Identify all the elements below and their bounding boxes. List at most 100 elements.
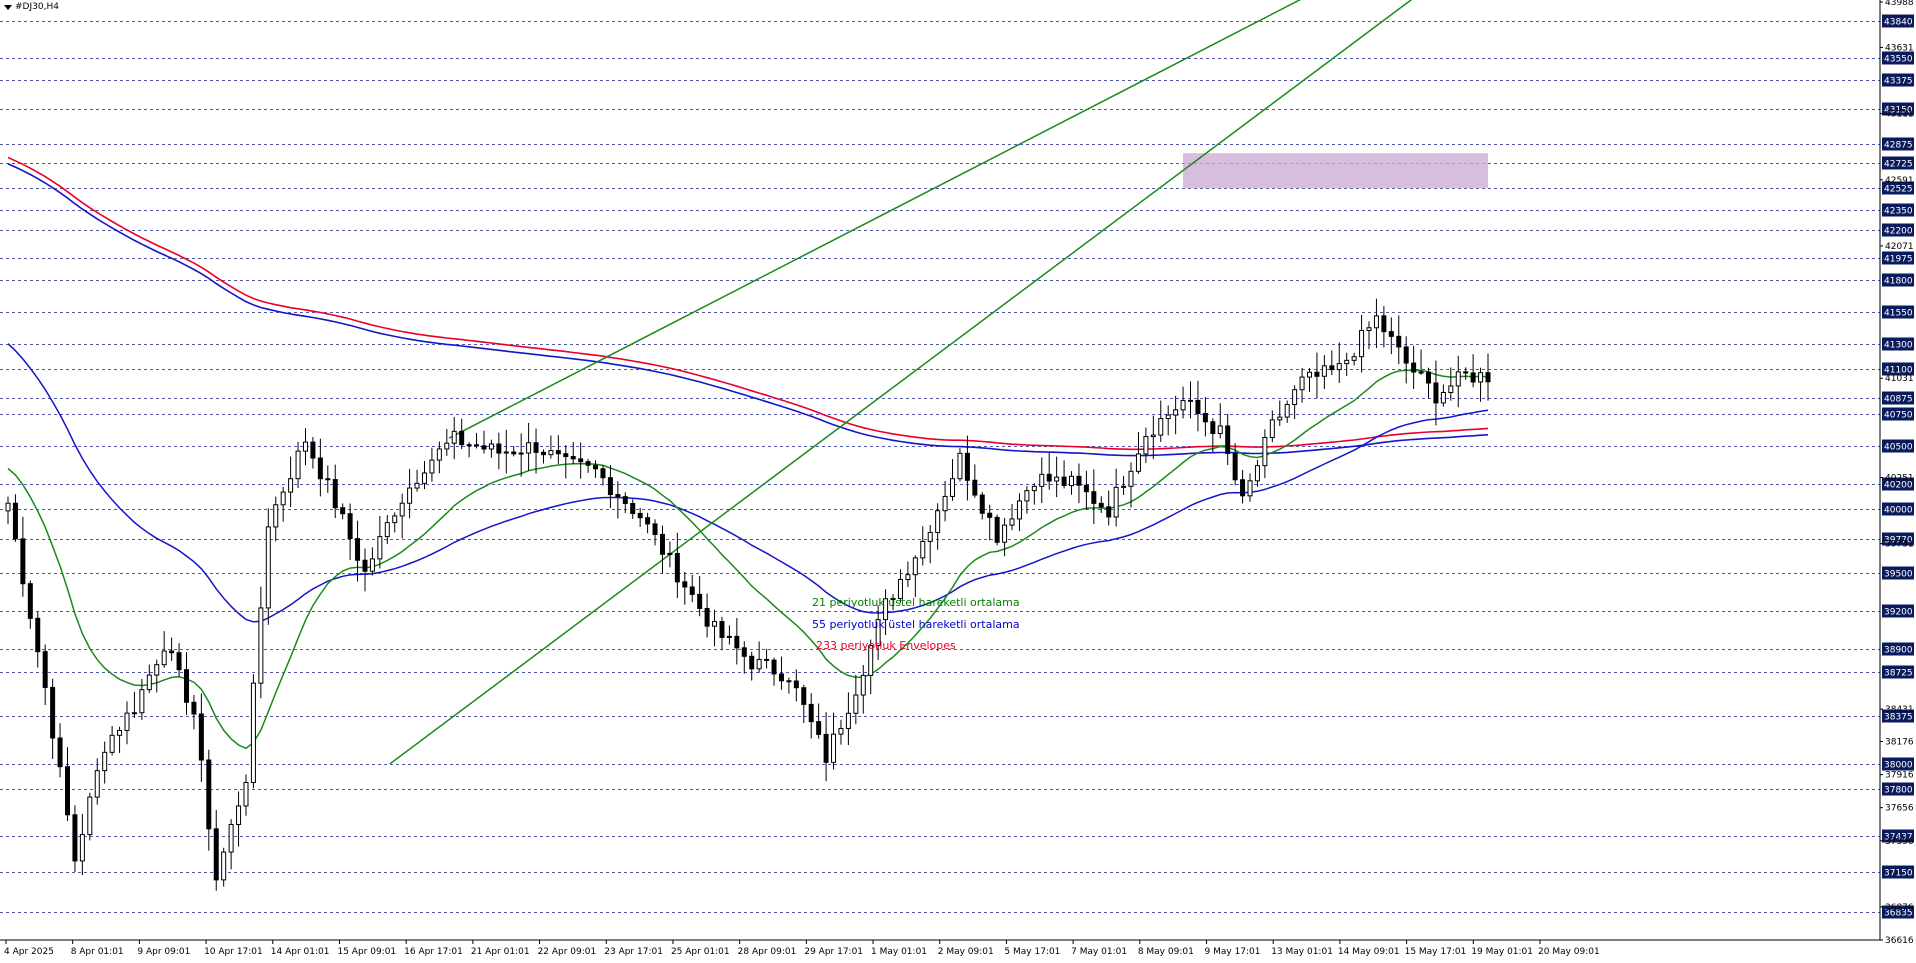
price-tick-label: 43988 bbox=[1885, 0, 1914, 8]
candle-body bbox=[1165, 414, 1171, 420]
time-label: 14 May 09:01 bbox=[1338, 947, 1400, 957]
channel-upper-line bbox=[448, 0, 1302, 439]
candle-body bbox=[146, 674, 152, 691]
candle-body bbox=[362, 559, 368, 572]
candle-body bbox=[377, 536, 383, 560]
candle-body bbox=[1195, 399, 1201, 414]
candle-body bbox=[221, 851, 227, 881]
price-label-bg bbox=[1882, 337, 1914, 351]
candle-body bbox=[421, 472, 427, 484]
candle-body bbox=[72, 814, 78, 862]
candle-body bbox=[258, 607, 264, 684]
candle-body bbox=[236, 805, 242, 825]
price-label-bg bbox=[1882, 73, 1914, 87]
symbol-label[interactable]: #DJ30,H4 bbox=[4, 2, 59, 12]
legend-ema21-text: 21 periyotluk üstel hareketli ortalama bbox=[812, 596, 1020, 609]
candle-body bbox=[332, 479, 338, 509]
price-tick-label: 43111 bbox=[1885, 110, 1914, 120]
candle-body bbox=[87, 796, 93, 836]
time-label: 8 May 09:01 bbox=[1138, 947, 1194, 957]
price-tick-label: 40251 bbox=[1885, 473, 1914, 483]
candle-body bbox=[355, 538, 361, 561]
candle-body bbox=[808, 703, 814, 723]
candle-body bbox=[994, 516, 1000, 543]
time-label: 20 May 09:01 bbox=[1538, 947, 1600, 957]
time-label: 4 Apr 2025 bbox=[4, 947, 54, 957]
candle-body bbox=[117, 729, 123, 736]
candle-body bbox=[786, 680, 792, 683]
candle-body bbox=[927, 531, 933, 542]
price-label-bg bbox=[1882, 709, 1914, 723]
candle-body bbox=[533, 442, 539, 453]
candle-body bbox=[42, 651, 48, 688]
candle-body bbox=[1091, 491, 1097, 504]
candle-body bbox=[756, 658, 762, 670]
candle-body bbox=[964, 452, 970, 481]
candle-body bbox=[697, 593, 703, 609]
candle-body bbox=[109, 734, 115, 753]
price-label-bg bbox=[1882, 273, 1914, 287]
time-axis: 4 Apr 2025 8 Apr 01:01 9 Apr 09:01 10 Apr 1… bbox=[0, 939, 1880, 957]
candle-body bbox=[1247, 480, 1253, 497]
candle-body bbox=[801, 687, 807, 705]
price-label: 41975 bbox=[1884, 255, 1913, 265]
candle-body bbox=[1366, 327, 1372, 332]
candle-body bbox=[1016, 500, 1022, 520]
time-label: 2 May 09:01 bbox=[938, 947, 994, 957]
candle-body bbox=[1009, 518, 1015, 526]
envelope-upper-line bbox=[7, 156, 1489, 451]
ema55-series bbox=[7, 343, 1489, 623]
candle-body bbox=[1054, 476, 1060, 482]
candle-body bbox=[1277, 416, 1283, 421]
candle-body bbox=[488, 443, 494, 450]
price-label: 40750 bbox=[1884, 411, 1913, 421]
candle-body bbox=[399, 502, 405, 517]
candle-body bbox=[1076, 475, 1082, 486]
price-label-bg bbox=[1882, 905, 1914, 919]
candle-body bbox=[1188, 399, 1194, 402]
candle-body bbox=[1106, 506, 1112, 518]
candle-body bbox=[540, 451, 546, 456]
candle-body bbox=[1440, 391, 1446, 404]
candle-body bbox=[1314, 371, 1320, 377]
price-label-bg bbox=[1882, 665, 1914, 679]
candle-body bbox=[987, 512, 993, 518]
price-tick-label: 36616 bbox=[1885, 936, 1914, 946]
candle-body bbox=[659, 533, 665, 555]
candle-body bbox=[1307, 371, 1313, 378]
candle-body bbox=[1381, 315, 1387, 333]
candle-body bbox=[853, 694, 859, 714]
candle-body bbox=[1292, 389, 1298, 405]
time-label: 1 May 01:01 bbox=[871, 947, 927, 957]
candle-body bbox=[273, 504, 279, 528]
price-label: 43840 bbox=[1884, 18, 1913, 28]
candle-body bbox=[607, 477, 613, 496]
price-label: 41300 bbox=[1884, 341, 1913, 351]
candle-body bbox=[94, 770, 100, 798]
dropdown-triangle-icon[interactable] bbox=[4, 4, 12, 10]
price-label: 43550 bbox=[1884, 55, 1913, 65]
price-tick-label: 37656 bbox=[1885, 804, 1914, 814]
price-label: 41550 bbox=[1884, 309, 1913, 319]
candle-body bbox=[124, 712, 130, 731]
candle-body bbox=[1128, 470, 1134, 487]
candle-body bbox=[875, 619, 881, 647]
candle-body bbox=[950, 478, 956, 497]
candle-body bbox=[1113, 486, 1119, 518]
candle-body bbox=[585, 461, 591, 466]
candle-body bbox=[20, 538, 26, 585]
symbol-text: #DJ30,H4 bbox=[15, 2, 59, 12]
candle-body bbox=[1299, 376, 1305, 391]
candle-body bbox=[1158, 418, 1164, 436]
candle-body bbox=[139, 689, 145, 714]
price-label: 37150 bbox=[1884, 869, 1913, 879]
candle-body bbox=[645, 517, 651, 525]
time-label: 9 Apr 09:01 bbox=[137, 947, 190, 957]
candle-body bbox=[347, 513, 353, 540]
candle-body bbox=[317, 457, 323, 480]
legend-envelopes-text: 233 periyotluk Envelopes bbox=[816, 639, 956, 652]
candle-body bbox=[712, 621, 718, 627]
price-label-bg bbox=[1882, 829, 1914, 843]
candle-body bbox=[131, 712, 137, 715]
